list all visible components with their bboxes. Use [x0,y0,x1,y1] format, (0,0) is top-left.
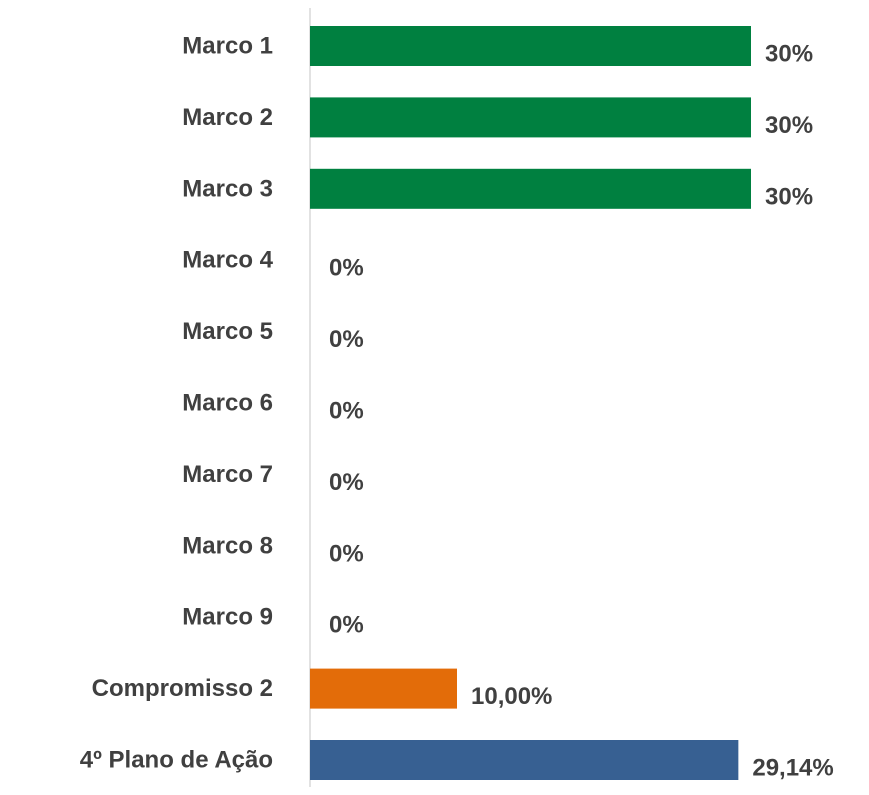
bar [310,740,739,780]
value-labels: 30% 30% 30% 0% 0% 0% 0% 0% 0% 10,00% 29,14% [329,41,834,782]
value-label: 30% [765,183,813,210]
value-label: 30% [765,112,813,139]
category-label: Marco 1 [182,33,273,60]
category-label: Compromisso 2 [92,675,273,702]
bar [310,168,751,209]
value-label: 29,14% [752,755,833,782]
bar [310,26,751,66]
value-label: 10,00% [471,683,552,710]
value-label: 30% [765,41,813,68]
value-label: 0% [329,326,364,353]
bar [310,97,751,138]
value-label: 0% [329,540,364,567]
category-label: Marco 3 [182,175,273,202]
bars [310,26,751,780]
category-label: Marco 4 [182,247,273,274]
category-label: Marco 5 [182,318,273,345]
bar [310,668,457,709]
category-label: Marco 9 [182,604,273,631]
category-label: 4º Plano de Ação [80,747,273,774]
value-label: 0% [329,255,364,282]
value-label: 0% [329,469,364,496]
value-label: 0% [329,612,364,639]
value-label: 0% [329,398,364,425]
category-label: Marco 8 [182,532,273,559]
category-label: Marco 2 [182,104,273,131]
category-labels: Marco 1 Marco 2 Marco 3 Marco 4 Marco 5 Marco… [80,33,274,774]
category-label: Marco 6 [182,390,273,417]
category-label: Marco 7 [182,461,273,488]
